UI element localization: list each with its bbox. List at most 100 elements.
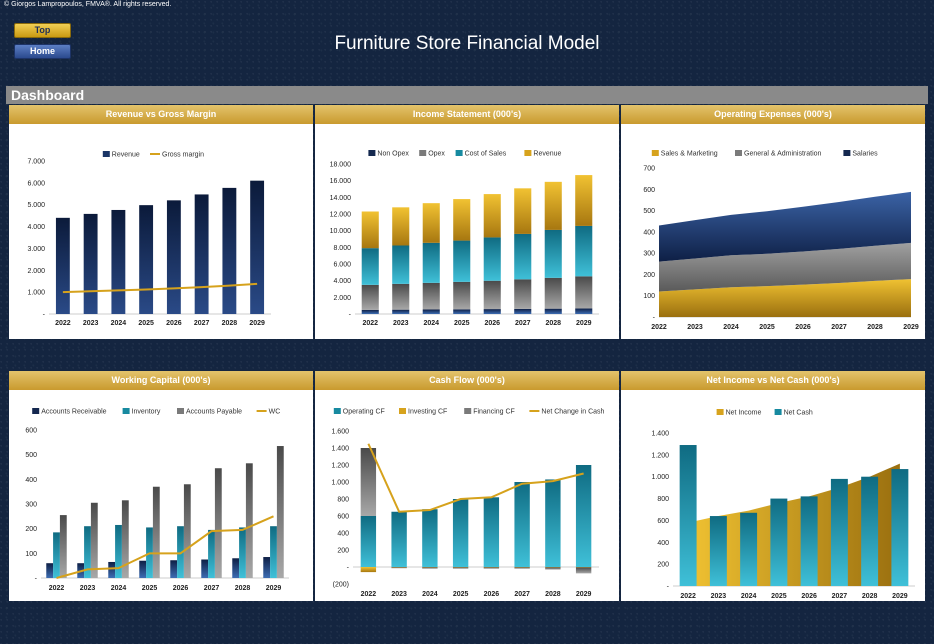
- panel-revenue: Revenue vs Gross Margin Revenue Gross mar…: [9, 105, 313, 339]
- y-tick-label: 6.000: [27, 180, 45, 187]
- top-button[interactable]: Top: [14, 23, 71, 38]
- legend-swatch: [735, 150, 742, 156]
- bar-financing-cf: [391, 567, 407, 569]
- x-tick-label: 2022: [361, 591, 377, 598]
- y-tick-label: 200: [337, 548, 349, 555]
- legend-label: Net Change in Cash: [541, 409, 604, 416]
- bar-non-opex: [544, 308, 562, 314]
- bar-operating-cf: [545, 479, 561, 567]
- x-tick-label: 2027: [204, 585, 220, 592]
- bar-non-opex: [361, 309, 379, 314]
- x-tick-label: 2026: [484, 591, 500, 598]
- bar-accounts-receivable: [139, 560, 147, 578]
- y-tick-label: 600: [657, 518, 669, 525]
- legend-label: Financing CF: [473, 409, 515, 416]
- bar-opex: [422, 282, 440, 310]
- bar-operating-cf: [575, 465, 592, 567]
- x-tick-label: 2028: [867, 324, 883, 331]
- chart-revenue: Revenue Gross margin - 1.000 2.000 3.000 4.000…: [27, 151, 271, 327]
- bar-opex: [483, 280, 501, 310]
- x-tick-label: 2026: [173, 585, 189, 592]
- bar-net-cash: [679, 445, 697, 586]
- bar-non-opex: [575, 308, 593, 314]
- bar-revenue: [483, 194, 501, 238]
- y-tick-label: 800: [657, 496, 669, 503]
- panel-title-cash-flow: Cash Flow (000's): [315, 371, 619, 390]
- y-tick-label: 500: [643, 208, 655, 215]
- legend-swatch: [651, 150, 659, 156]
- legend-swatch: [32, 408, 40, 414]
- y-tick-label: 200: [643, 272, 655, 279]
- legend-swatch: [122, 408, 130, 414]
- x-tick-label: 2029: [576, 591, 592, 598]
- x-tick-label: 2027: [831, 324, 847, 331]
- legend-swatch: [843, 150, 851, 156]
- chart-net-income: Net Income Net Cash - 200 400 600 800 1.000 1.20…: [651, 409, 915, 600]
- bar-revenue: [361, 211, 379, 249]
- y-tick-label: 400: [337, 531, 349, 538]
- panel-title-income-statement: Income Statement (000's): [315, 105, 619, 124]
- x-tick-label: 2024: [723, 324, 739, 331]
- y-tick-label: 600: [25, 428, 37, 435]
- bar-cost-of-sales: [575, 225, 593, 277]
- dashboard-header: Dashboard: [6, 86, 928, 104]
- bar-financing-cf: [545, 567, 561, 570]
- x-tick-label: 2027: [515, 320, 531, 327]
- y-tick-label: 18.000: [330, 162, 352, 169]
- x-tick-label: 2024: [111, 320, 127, 327]
- bar-net-cash: [830, 478, 848, 586]
- bar-inventory: [53, 532, 60, 578]
- y-tick-label: 5.000: [27, 202, 45, 209]
- legend-label: Accounts Payable: [186, 409, 242, 416]
- y-tick-label: 1.000: [27, 290, 45, 297]
- y-tick-label: 6.000: [333, 262, 351, 269]
- copyright-text: © Giorgos Lampropoulos, FMVA®. All right…: [4, 1, 172, 8]
- x-tick-label: 2025: [759, 324, 775, 331]
- x-tick-label: 2029: [249, 320, 265, 327]
- bar-cost-of-sales: [544, 229, 562, 278]
- bar-net-cash: [770, 498, 788, 586]
- x-tick-label: 2028: [545, 591, 561, 598]
- bar-cost-of-sales: [453, 240, 471, 282]
- bar-non-opex: [422, 309, 440, 314]
- home-button[interactable]: Home: [14, 44, 71, 59]
- y-tick-label: 14.000: [330, 195, 352, 202]
- legend-swatch: [368, 150, 376, 156]
- legend-label: Salaries: [852, 151, 878, 158]
- line-gross-margin: [62, 282, 258, 294]
- legend-swatch: [399, 408, 406, 414]
- bar-inventory: [270, 526, 277, 578]
- x-tick-label: 2023: [80, 585, 96, 592]
- legend-label: Accounts Receivable: [41, 409, 106, 416]
- x-tick-label: 2029: [892, 593, 908, 600]
- x-tick-label: 2027: [194, 320, 210, 327]
- bar-revenue: [194, 194, 209, 314]
- x-tick-label: 2022: [651, 324, 667, 331]
- bar-non-opex: [483, 309, 501, 314]
- y-tick-label: 4.000: [333, 278, 351, 285]
- bar-operating-cf: [452, 499, 469, 567]
- y-tick-label: 400: [643, 229, 655, 236]
- x-tick-label: 2023: [687, 324, 703, 331]
- bar-inventory: [84, 526, 91, 578]
- y-tick-label: 1.000: [331, 480, 349, 487]
- legend-label: Investing CF: [408, 409, 447, 416]
- bar-net-cash: [861, 476, 879, 586]
- legend-label: Non Opex: [377, 151, 409, 158]
- bar-opex: [544, 277, 562, 309]
- legend-label: Revenue: [112, 152, 140, 159]
- y-tick-label: 200: [657, 562, 669, 569]
- bar-opex: [361, 284, 379, 310]
- bar-non-opex: [453, 309, 471, 314]
- x-tick-label: 2022: [55, 320, 71, 327]
- bar-cost-of-sales: [422, 242, 440, 283]
- area-general-administration: [659, 242, 911, 292]
- y-tick-label: 12.000: [330, 212, 352, 219]
- bar-inventory: [177, 526, 184, 578]
- legend-label: Operating CF: [343, 409, 385, 416]
- legend-label: Revenue: [533, 151, 561, 158]
- bar-net-cash: [709, 516, 727, 586]
- bar-revenue: [453, 199, 471, 241]
- bar-accounts-payable: [152, 486, 160, 578]
- y-tick-label: 1.600: [331, 429, 349, 436]
